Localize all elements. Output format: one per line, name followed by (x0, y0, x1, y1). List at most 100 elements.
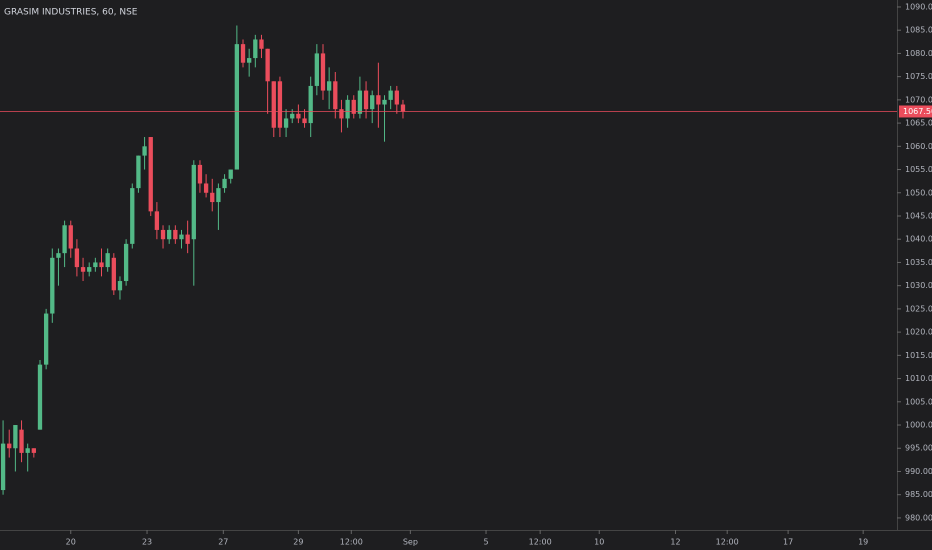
x-tick-label: 19 (858, 538, 868, 547)
candle-body (99, 262, 104, 268)
x-tick-label: 12:00 (716, 538, 739, 547)
candle-body (376, 95, 381, 105)
y-tick-label: 995.00 (905, 444, 932, 453)
x-tick-label: 5 (483, 538, 488, 547)
candle-body (283, 118, 289, 128)
x-tick-label: 29 (293, 538, 303, 547)
candle-body (370, 95, 375, 110)
y-tick-label: 1040.00 (905, 235, 932, 244)
candle-body (234, 44, 240, 170)
candle-body (400, 104, 406, 112)
candle-body (19, 429, 24, 453)
candle-body (43, 313, 49, 365)
candle-body (296, 113, 301, 119)
y-tick-label: 1005.00 (905, 397, 932, 406)
candle-body (62, 225, 67, 254)
candle-body (326, 81, 332, 91)
candle-body (167, 229, 172, 240)
candle-body (259, 39, 264, 49)
y-tick-label: 1055.00 (905, 165, 932, 174)
y-tick-label: 1060.00 (905, 142, 932, 151)
y-tick-label: 1050.00 (905, 188, 932, 197)
candle-body (197, 164, 203, 184)
candle-body (25, 448, 30, 453)
candle-body (68, 225, 73, 249)
y-tick-label: 1025.00 (905, 304, 932, 313)
candle-body (388, 90, 393, 100)
candle-body (31, 448, 36, 453)
candle-body (382, 99, 387, 105)
x-tick-label: Sep (403, 538, 418, 547)
candle-body (117, 281, 123, 291)
candle-body (130, 188, 135, 244)
candle-body (87, 267, 92, 272)
candle-body (320, 53, 326, 91)
candle-body (136, 155, 141, 189)
candle-body (93, 262, 98, 268)
candle-body (308, 85, 313, 124)
candle-body (271, 81, 276, 128)
x-tick-label: 10 (594, 538, 604, 547)
candle-body (240, 44, 246, 63)
candle-body (123, 243, 129, 282)
candle-body (56, 253, 61, 258)
y-tick-label: 1075.00 (905, 72, 932, 81)
candle-body (265, 48, 270, 82)
y-tick-label: 1015.00 (905, 351, 932, 360)
x-tick-label: 12:00 (340, 538, 363, 547)
x-tick-label: 23 (142, 538, 152, 547)
candle-body (105, 253, 110, 268)
candle-body (13, 425, 18, 449)
x-tick-label: 17 (783, 538, 793, 547)
candle-body (191, 164, 196, 240)
candle-body (302, 118, 307, 124)
last-price-box (899, 105, 932, 118)
candle-body (314, 53, 319, 86)
candle-body (160, 229, 166, 240)
candle-body (80, 267, 86, 272)
candle-body (142, 146, 147, 156)
candle-body (394, 90, 399, 105)
candle-body (173, 229, 178, 240)
candle-body (363, 90, 369, 110)
x-tick-label: 12 (670, 538, 680, 547)
y-tick-label: 1030.00 (905, 281, 932, 290)
candle-body (216, 188, 221, 203)
candle-body (351, 99, 356, 114)
y-tick-label: 980.00 (905, 513, 932, 522)
candle-body (228, 169, 233, 179)
y-tick-label: 1035.00 (905, 258, 932, 267)
candle-body (339, 109, 344, 119)
y-tick-label: 1010.00 (905, 374, 932, 383)
y-tick-label: 1080.00 (905, 49, 932, 58)
y-tick-label: 1085.00 (905, 26, 932, 35)
candle-body (0, 443, 6, 491)
candle-body (74, 248, 80, 268)
y-tick-label: 1045.00 (905, 211, 932, 220)
candle-body (333, 81, 338, 110)
candle-body (148, 137, 153, 212)
y-tick-label: 1000.00 (905, 421, 932, 430)
y-tick-label: 1090.00 (905, 2, 932, 11)
y-tick-label: 990.00 (905, 467, 932, 476)
candle-body (357, 90, 363, 114)
y-tick-label: 985.00 (905, 490, 932, 499)
candle-body (345, 99, 350, 119)
candle-body (7, 443, 12, 449)
candle-body (210, 192, 215, 203)
y-tick-label: 1070.00 (905, 95, 932, 104)
x-tick-label: 12:00 (529, 538, 552, 547)
candle-body (154, 211, 160, 230)
candle-body (179, 234, 184, 240)
chart-title: GRASIM INDUSTRIES, 60, NSE (4, 8, 138, 18)
candle-body (222, 178, 227, 189)
candle-body (277, 81, 283, 128)
y-tick-label: 1020.00 (905, 328, 932, 337)
candle-body (37, 364, 43, 430)
candle-body (203, 183, 209, 193)
candle-body (253, 39, 258, 59)
last-price-label: 1067.50 (903, 107, 932, 116)
y-tick-label: 1065.00 (905, 119, 932, 128)
